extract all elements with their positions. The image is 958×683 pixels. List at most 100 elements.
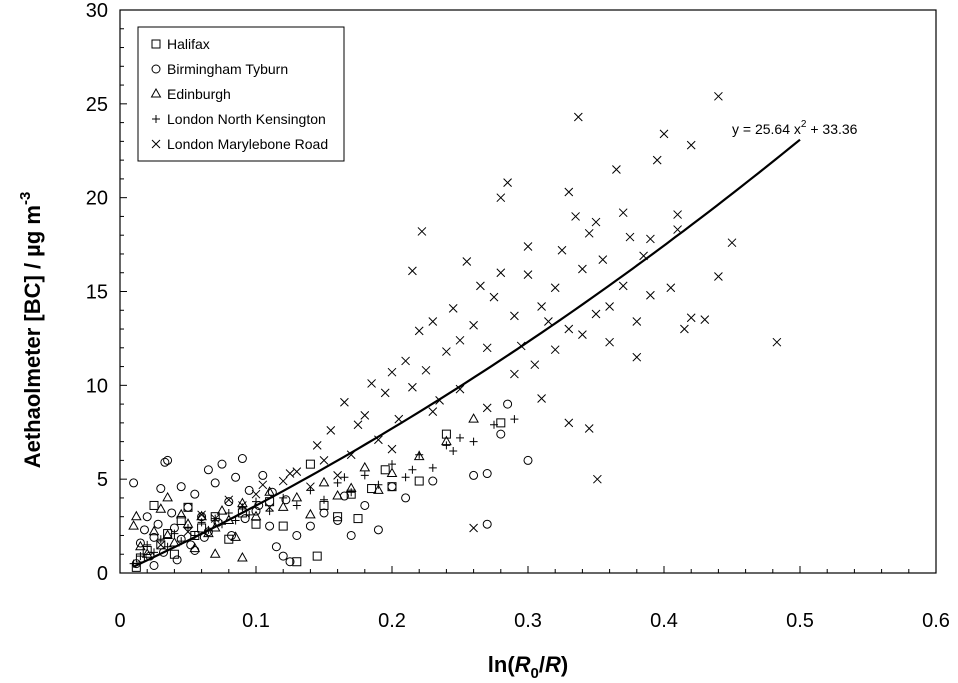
- x-axis-title: ln(R0/R): [488, 652, 568, 682]
- legend-item: London Marylebone Road: [151, 136, 328, 152]
- series-edinburgh: [128, 413, 479, 562]
- data-point: [387, 367, 397, 377]
- data-point: [469, 437, 478, 446]
- data-point: [347, 488, 356, 497]
- legend-box: [137, 26, 345, 162]
- data-point: [250, 510, 262, 521]
- data-point: [142, 512, 152, 522]
- data-point: [442, 347, 451, 356]
- data-point: [183, 502, 193, 512]
- data-point: [414, 476, 424, 486]
- data-point: [279, 493, 288, 502]
- data-point: [150, 548, 158, 557]
- data-point: [360, 500, 370, 510]
- data-point: [550, 345, 560, 355]
- x-tick-label: 0.4: [650, 610, 678, 632]
- data-point: [141, 548, 153, 558]
- data-point: [306, 482, 315, 492]
- data-point: [652, 155, 662, 165]
- data-point: [333, 515, 343, 525]
- data-point: [176, 482, 186, 492]
- data-point: [537, 302, 546, 311]
- data-point: [367, 484, 377, 494]
- data-point: [496, 268, 506, 278]
- data-point: [618, 281, 628, 291]
- data-point: [167, 508, 177, 518]
- legend-marker: [151, 39, 161, 49]
- data-point: [686, 140, 696, 150]
- data-point: [510, 369, 519, 379]
- fit-equation: y = 25.64 x2 + 33.36: [732, 119, 858, 137]
- legend-label: Halifax: [167, 36, 210, 52]
- data-point: [537, 394, 546, 403]
- y-axis-title-exponent: -3: [17, 192, 34, 205]
- data-point: [169, 536, 180, 547]
- data-point: [237, 551, 248, 562]
- data-point: [646, 234, 655, 244]
- svg-text:ln(R0/R): ln(R0/R): [488, 652, 568, 682]
- x-tick-label: 0: [114, 610, 125, 632]
- data-point: [413, 450, 425, 461]
- data-point: [203, 465, 213, 475]
- data-point: [163, 455, 173, 465]
- data-point: [231, 472, 241, 482]
- legend-item: Halifax: [151, 36, 210, 52]
- data-point: [319, 508, 329, 518]
- data-point: [319, 456, 329, 465]
- data-point: [251, 489, 261, 499]
- data-point: [318, 476, 330, 487]
- data-point: [172, 555, 182, 565]
- data-point: [209, 548, 221, 558]
- data-point: [428, 463, 437, 472]
- data-point: [632, 317, 642, 326]
- data-point: [189, 542, 201, 553]
- data-point: [727, 238, 737, 248]
- series-london-marylebone-road: [156, 91, 782, 550]
- data-point: [186, 540, 196, 550]
- data-point: [523, 270, 533, 279]
- data-point: [333, 512, 343, 522]
- data-point: [197, 510, 206, 520]
- x-axis-title-r: R: [545, 652, 561, 677]
- data-point: [143, 540, 152, 549]
- data-point: [686, 313, 696, 323]
- legend: Halifax Birmingham Tyburn Edinburgh London …: [137, 26, 345, 162]
- data-point: [591, 309, 601, 319]
- x-tick-label: 0.3: [514, 610, 542, 632]
- x-axis-title-slash: /: [539, 652, 545, 677]
- legend-label: Birmingham Tyburn: [167, 61, 288, 77]
- data-point: [190, 489, 200, 499]
- data-point: [320, 495, 328, 504]
- data-point: [593, 474, 602, 484]
- data-point: [700, 315, 710, 325]
- data-point: [291, 491, 303, 502]
- data-point: [571, 212, 580, 221]
- y-axis-title: Aethaolmeter [BC] / µg m-3: [17, 192, 45, 469]
- svg-text:y = 25.64 x2 + 33.36: y = 25.64 x2 + 33.36: [732, 119, 858, 137]
- data-point: [130, 510, 142, 521]
- data-point: [510, 415, 519, 424]
- data-point: [578, 330, 587, 340]
- data-point: [278, 521, 288, 531]
- data-point: [714, 272, 723, 281]
- legend-marker: [152, 115, 160, 123]
- data-point: [373, 484, 384, 494]
- data-point: [265, 507, 274, 516]
- x-tick-label: 0.2: [378, 610, 406, 632]
- data-point: [455, 335, 465, 345]
- data-point: [156, 484, 166, 494]
- data-point: [346, 530, 356, 540]
- legend-item: London North Kensington: [152, 111, 326, 127]
- data-point: [421, 365, 431, 375]
- y-tick-label: 10: [86, 375, 108, 397]
- data-point: [414, 326, 424, 336]
- data-point: [401, 473, 410, 482]
- data-point: [503, 178, 512, 188]
- data-point: [237, 454, 247, 464]
- fit-curve: [133, 138, 801, 568]
- data-point: [340, 473, 349, 482]
- data-point: [169, 549, 179, 559]
- data-point: [408, 465, 417, 474]
- data-point: [489, 292, 499, 302]
- data-point: [156, 535, 165, 544]
